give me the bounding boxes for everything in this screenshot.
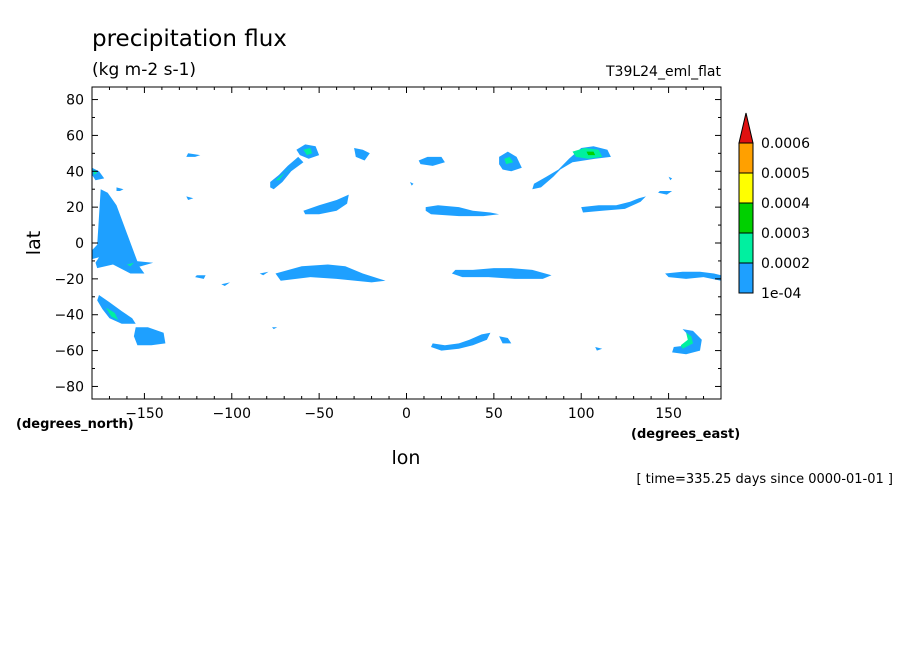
x-tick-label: −100 <box>213 406 251 422</box>
dataset-label: T39L24_eml_flat <box>605 64 722 80</box>
precip-region-level-1 <box>425 205 500 217</box>
y-tick-label: 80 <box>66 93 84 109</box>
precip-region-level-1 <box>499 336 512 344</box>
colorbar-box-1 <box>738 262 754 294</box>
colorbar: 1e-04 0.0002 0.0003 0.0004 0.0005 0.0006 <box>738 112 810 302</box>
precip-region-level-1 <box>92 189 145 274</box>
precip-region-level-2 <box>126 262 134 267</box>
precip-region-level-1 <box>418 156 445 166</box>
x-tick-label: 100 <box>568 406 595 422</box>
precip-region-level-1 <box>195 275 206 279</box>
plot-background <box>92 87 721 399</box>
colorbar-box-2 <box>738 232 754 264</box>
y-axis-label: lat <box>23 231 45 255</box>
precip-region-level-1 <box>272 327 278 330</box>
y-tick-label: −80 <box>54 379 84 395</box>
precip-region-level-1 <box>581 196 646 213</box>
colorbar-box-3 <box>738 202 754 234</box>
precip-region-level-1 <box>410 182 414 186</box>
y-tick-label: −60 <box>54 344 84 360</box>
chart-subtitle: (kg m-2 s-1) <box>92 60 196 80</box>
y-tick-label: 40 <box>66 164 84 180</box>
precip-region-level-1 <box>451 268 552 279</box>
precip-region-level-1 <box>221 282 230 286</box>
precip-region-level-2 <box>303 148 313 156</box>
y-tick-label: 0 <box>75 236 84 252</box>
x-units-label: (degrees_east) <box>631 427 740 442</box>
y-tick-label: −20 <box>54 272 84 288</box>
precip-region-level-2 <box>572 148 603 159</box>
colorbar-label: 0.0006 <box>761 136 810 152</box>
time-label: [ time=335.25 days since 0000-01-01 ] <box>636 472 893 487</box>
colorbar-box-5 <box>738 142 754 174</box>
contour-fills <box>92 144 721 355</box>
plot-area: −150 −100 −50 0 50 100 150 −80 −60 −40 −20 0 20 40 60 8… <box>54 86 722 422</box>
precip-region-level-1 <box>668 176 673 181</box>
precip-region-level-1 <box>116 187 124 191</box>
precip-region-level-1 <box>665 271 721 281</box>
x-tick-label: 150 <box>655 406 682 422</box>
colorbar-label: 0.0002 <box>761 256 810 272</box>
precip-region-level-1 <box>186 196 194 200</box>
precip-region-level-1 <box>672 329 702 355</box>
precip-region-level-1 <box>133 327 166 346</box>
colorbar-extend-triangle <box>738 112 754 144</box>
colorbar-box-4 <box>738 172 754 204</box>
precip-region-level-1 <box>118 260 154 270</box>
precip-region-level-1 <box>303 194 349 215</box>
colorbar-label: 0.0004 <box>761 196 810 212</box>
x-tick-label: −50 <box>304 406 334 422</box>
precip-region-level-1 <box>354 148 370 161</box>
precip-region-level-1 <box>658 191 673 195</box>
precip-region-level-2 <box>504 156 514 165</box>
y-tick-label: −40 <box>54 308 84 324</box>
precip-region-level-1 <box>595 347 603 351</box>
precip-region-level-1 <box>270 156 304 190</box>
precip-region-level-1 <box>275 264 386 283</box>
colorbar-label: 1e-04 <box>761 286 801 302</box>
precip-region-level-1 <box>431 332 491 351</box>
precip-region-level-1 <box>186 153 201 157</box>
x-tick-label: 50 <box>485 406 503 422</box>
precip-region-level-1 <box>259 271 269 276</box>
x-axis-label: lon <box>392 447 421 469</box>
precip-region-level-2 <box>680 332 693 349</box>
x-tick-label: 0 <box>402 406 411 422</box>
precip-region-level-2 <box>275 167 292 181</box>
axis-ticks: −150 −100 −50 0 50 100 150 −80 −60 −40 −20 0 20 40 60 8… <box>54 87 721 422</box>
precip-region-level-3 <box>586 151 596 156</box>
colorbar-label: 0.0005 <box>761 166 810 182</box>
y-tick-label: 60 <box>66 128 84 144</box>
y-units-label: (degrees_north) <box>16 417 134 432</box>
precip-region-level-2 <box>106 307 119 321</box>
colorbar-label: 0.0003 <box>761 226 810 242</box>
y-tick-label: 20 <box>66 200 84 216</box>
precip-region-level-1 <box>97 295 136 324</box>
x-tick-label: −150 <box>125 406 163 422</box>
chart-title: precipitation flux <box>92 26 287 52</box>
